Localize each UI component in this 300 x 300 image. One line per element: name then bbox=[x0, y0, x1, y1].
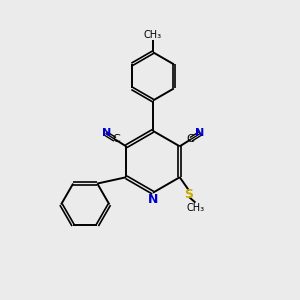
Text: CH₃: CH₃ bbox=[144, 30, 162, 40]
Text: CH₃: CH₃ bbox=[186, 203, 205, 213]
Text: C: C bbox=[186, 134, 194, 144]
Text: N: N bbox=[102, 128, 111, 138]
Text: N: N bbox=[148, 193, 158, 206]
Text: S: S bbox=[184, 188, 194, 201]
Text: C: C bbox=[112, 134, 120, 144]
Text: N: N bbox=[195, 128, 204, 138]
